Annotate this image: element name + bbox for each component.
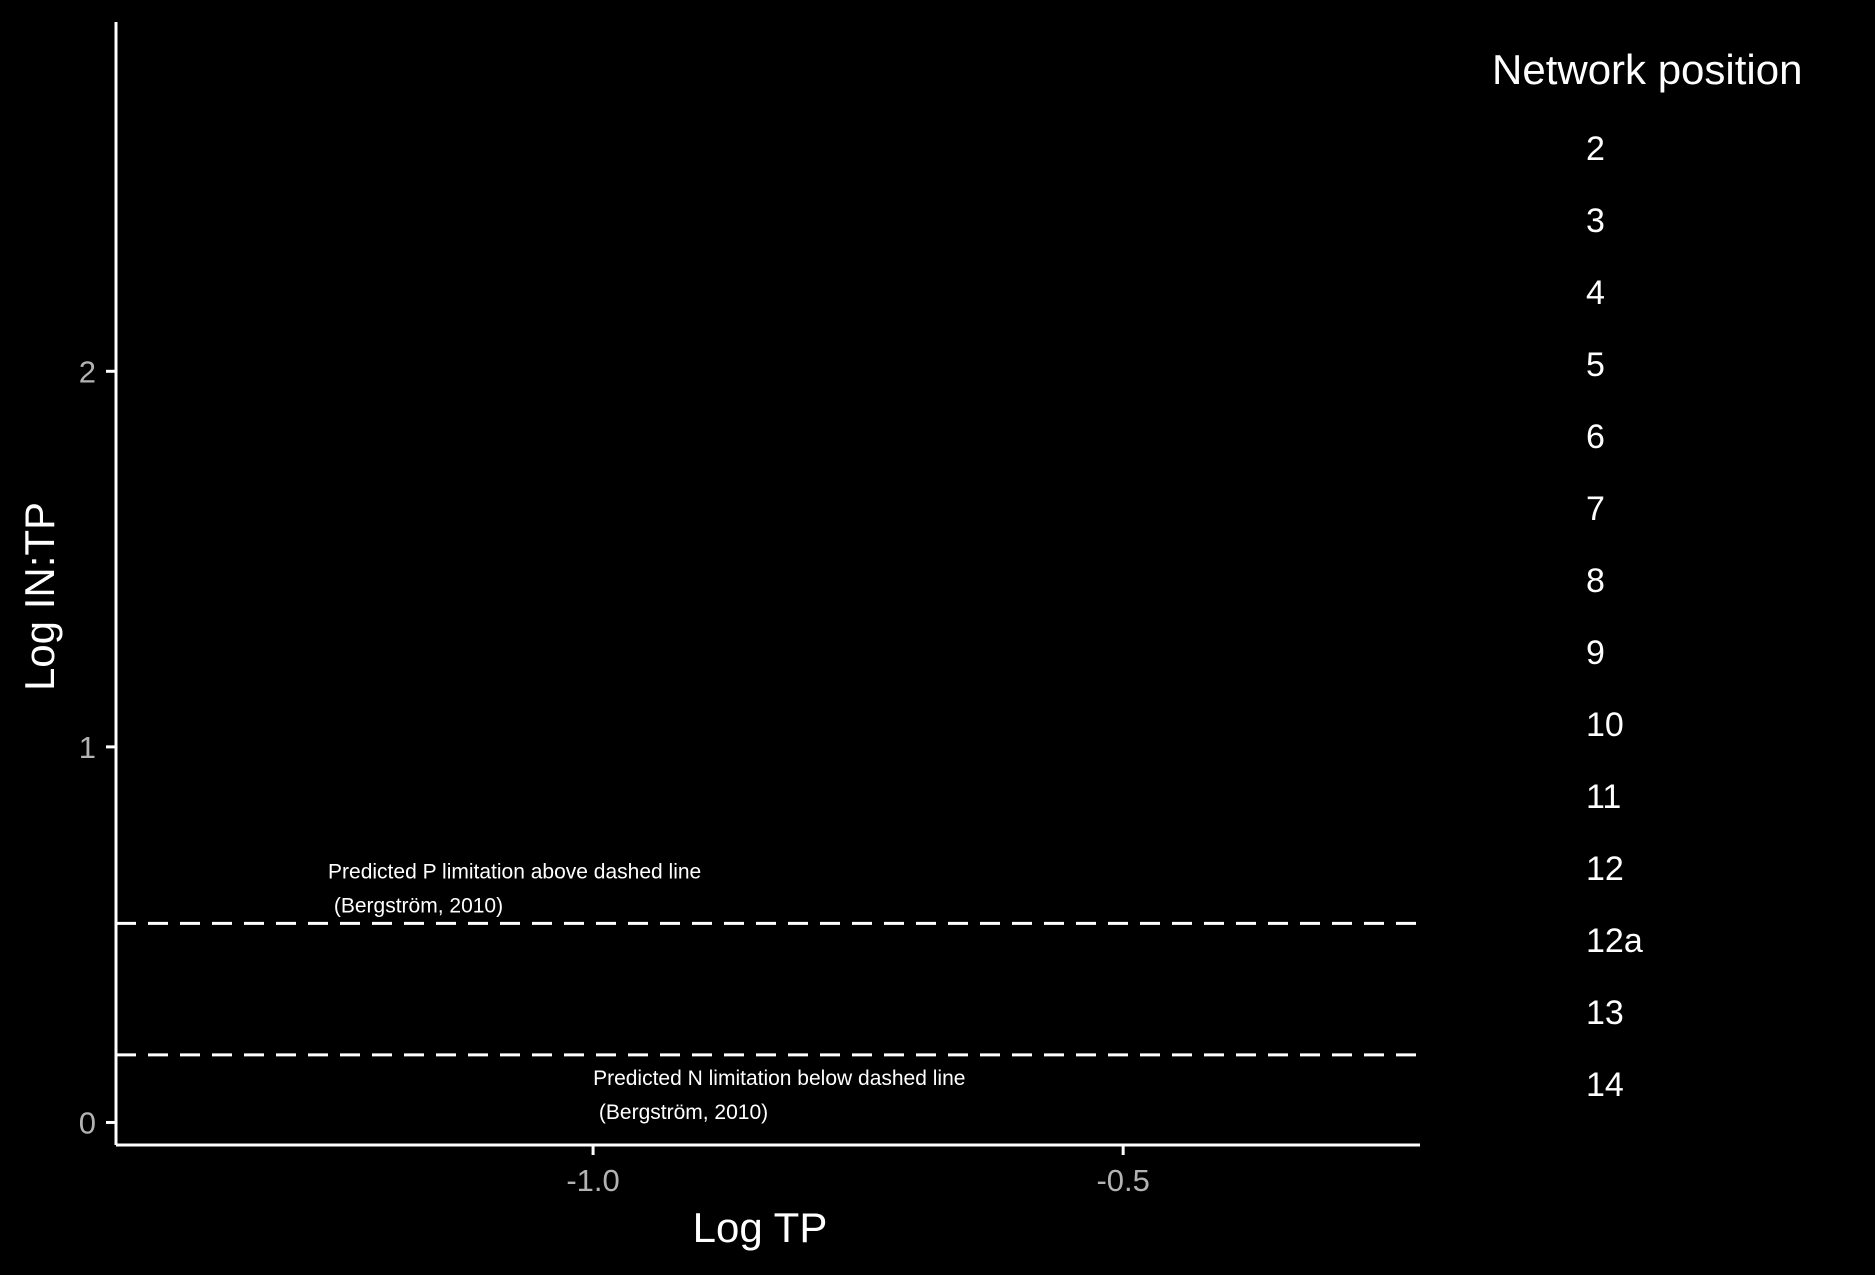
annotation-text: Predicted P limitation above dashed line… xyxy=(328,860,701,917)
legend-item: 4 xyxy=(1586,274,1605,312)
x-tick-label: -1.0 xyxy=(566,1163,619,1198)
axes xyxy=(106,22,1420,1155)
tick-labels: 0 1 2 -1.0 -0.5 xyxy=(79,354,1150,1198)
legend-item: 8 xyxy=(1586,562,1605,600)
annotation-text: Predicted N limitation below dashed line… xyxy=(593,1067,965,1124)
legend-item: 9 xyxy=(1586,634,1605,672)
annotation-line: Predicted N limitation below dashed line xyxy=(593,1067,965,1090)
x-axis-title: Log TP xyxy=(693,1204,828,1251)
legend-item: 14 xyxy=(1586,1066,1624,1104)
legend-title: Network position xyxy=(1492,46,1802,93)
legend-item: 10 xyxy=(1586,706,1624,744)
legend-item: 12a xyxy=(1586,922,1643,960)
annotation-line: (Bergström, 2010) xyxy=(328,894,503,917)
y-tick-label: 1 xyxy=(79,730,96,765)
y-tick-label: 2 xyxy=(79,354,96,389)
annotation-line: Predicted P limitation above dashed line xyxy=(328,860,701,883)
annotation-line: (Bergström, 2010) xyxy=(593,1101,768,1124)
y-axis-title: Log IN:TP xyxy=(16,502,63,691)
annotations: Predicted P limitation above dashed line… xyxy=(328,860,965,1124)
legend-item: 7 xyxy=(1586,490,1605,528)
reference-lines xyxy=(116,921,1420,1057)
legend: Network position 2 3 4 5 6 7 8 9 10 11 12 12a 13 14 xyxy=(1492,46,1802,1104)
legend-item: 12 xyxy=(1586,850,1624,888)
legend-item: 5 xyxy=(1586,346,1605,384)
legend-item: 3 xyxy=(1586,202,1605,240)
legend-item: 11 xyxy=(1586,778,1621,816)
x-tick-label: -0.5 xyxy=(1096,1163,1149,1198)
legend-item: 13 xyxy=(1586,994,1624,1032)
legend-item: 6 xyxy=(1586,418,1605,456)
legend-item: 2 xyxy=(1586,130,1605,168)
y-tick-label: 0 xyxy=(79,1105,96,1140)
